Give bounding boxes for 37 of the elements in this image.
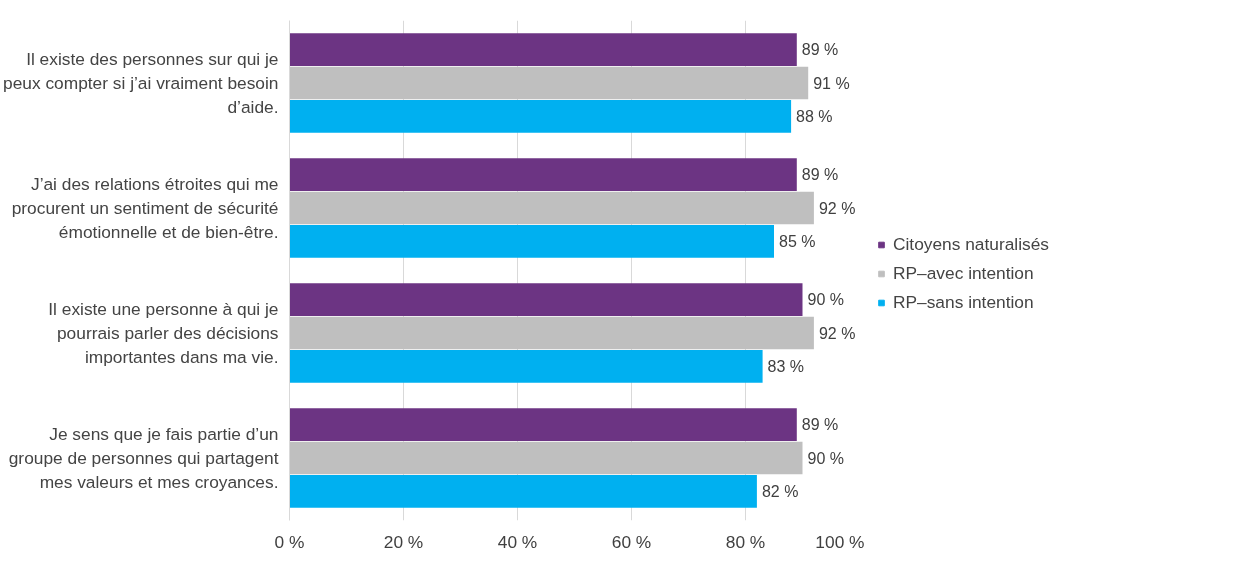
data-label: 90 % (807, 449, 844, 467)
bar (289, 225, 774, 258)
x-tick-label: 40 % (497, 531, 538, 552)
data-label: 90 % (807, 291, 844, 309)
bar (289, 66, 809, 100)
bar (289, 158, 797, 191)
data-label: 91 % (813, 74, 850, 92)
legend-label: RP–avec intention (893, 262, 1034, 284)
y-tick-label: J’ai des relations étroites qui me procurent un sentiment de sécurité émotionnelle et de bien-être. (11, 174, 279, 242)
bar (289, 316, 814, 350)
bar (289, 350, 763, 383)
bar (289, 408, 797, 441)
x-tick-label: 20 % (383, 531, 424, 552)
y-tick-label: Il existe des personnes sur qui je peux compter si j’ai vraiment besoin d’aide. (3, 49, 279, 117)
y-tick-label: Il existe une personne à qui je pourrais parler des décisions importantes dans ma vie. (48, 299, 279, 367)
data-label: 82 % (761, 482, 799, 500)
bar (289, 191, 814, 225)
x-tick-label: 0 % (274, 531, 305, 552)
x-tick-label: 60 % (611, 531, 652, 552)
bar (289, 33, 797, 66)
bar (289, 441, 803, 475)
data-label: 88 % (796, 107, 833, 125)
data-label: 89 % (801, 416, 839, 434)
data-label: 89 % (801, 166, 839, 184)
data-label: 85 % (779, 232, 816, 250)
bar (289, 475, 757, 508)
data-label: 92 % (818, 324, 856, 342)
x-tick-label: 100 % (815, 531, 865, 552)
y-tick-label: Je sens que je fais partie d’un groupe de personnes qui partagent mes valeurs et mes croyances. (8, 424, 279, 492)
legend-label: Citoyens naturalisés (893, 233, 1050, 255)
data-label: 83 % (767, 357, 805, 375)
bar (289, 100, 792, 133)
data-label: 92 % (818, 199, 856, 217)
legend-label: RP–sans intention (893, 291, 1034, 313)
x-tick-label: 80 % (725, 531, 766, 552)
data-label: 89 % (801, 41, 839, 59)
bar (289, 283, 803, 316)
